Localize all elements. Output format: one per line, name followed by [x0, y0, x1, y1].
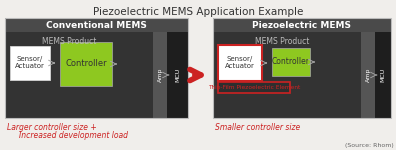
Bar [5, 32, 153, 118]
Bar [5, 18, 188, 118]
Text: Conventional MEMS: Conventional MEMS [46, 21, 147, 30]
Text: Smaller controller size: Smaller controller size [215, 123, 300, 132]
Bar [213, 18, 391, 118]
Bar [60, 42, 112, 86]
Text: Controller: Controller [65, 60, 107, 69]
Text: Thin-Film Piezoelectric Element: Thin-Film Piezoelectric Element [208, 85, 300, 90]
Text: Increased development load: Increased development load [19, 131, 128, 140]
Text: Sensor/
Actuator: Sensor/ Actuator [15, 57, 45, 69]
Text: Piezoelectric MEMS Application Example: Piezoelectric MEMS Application Example [93, 7, 303, 17]
Bar [218, 82, 290, 93]
Text: Sensor/
Actuator: Sensor/ Actuator [225, 57, 255, 69]
Bar [5, 18, 188, 32]
Bar [375, 32, 391, 118]
Bar [361, 32, 375, 118]
Text: MCU: MCU [381, 68, 385, 82]
Bar [153, 32, 167, 118]
Bar [213, 32, 361, 118]
Bar [10, 46, 50, 80]
Text: MEMS Product: MEMS Product [42, 37, 96, 46]
Text: (Source: Rhom): (Source: Rhom) [345, 143, 394, 148]
Text: Amp: Amp [158, 68, 162, 82]
Text: Controller: Controller [272, 57, 310, 66]
Text: MEMS Product: MEMS Product [255, 37, 309, 46]
Bar [167, 32, 188, 118]
Bar [213, 18, 391, 32]
Bar [218, 45, 262, 81]
Bar [272, 48, 310, 76]
Text: Piezoelectric MEMS: Piezoelectric MEMS [253, 21, 352, 30]
Text: MCU: MCU [175, 68, 180, 82]
Text: Larger controller size +: Larger controller size + [7, 123, 97, 132]
Text: Amp: Amp [366, 68, 371, 82]
